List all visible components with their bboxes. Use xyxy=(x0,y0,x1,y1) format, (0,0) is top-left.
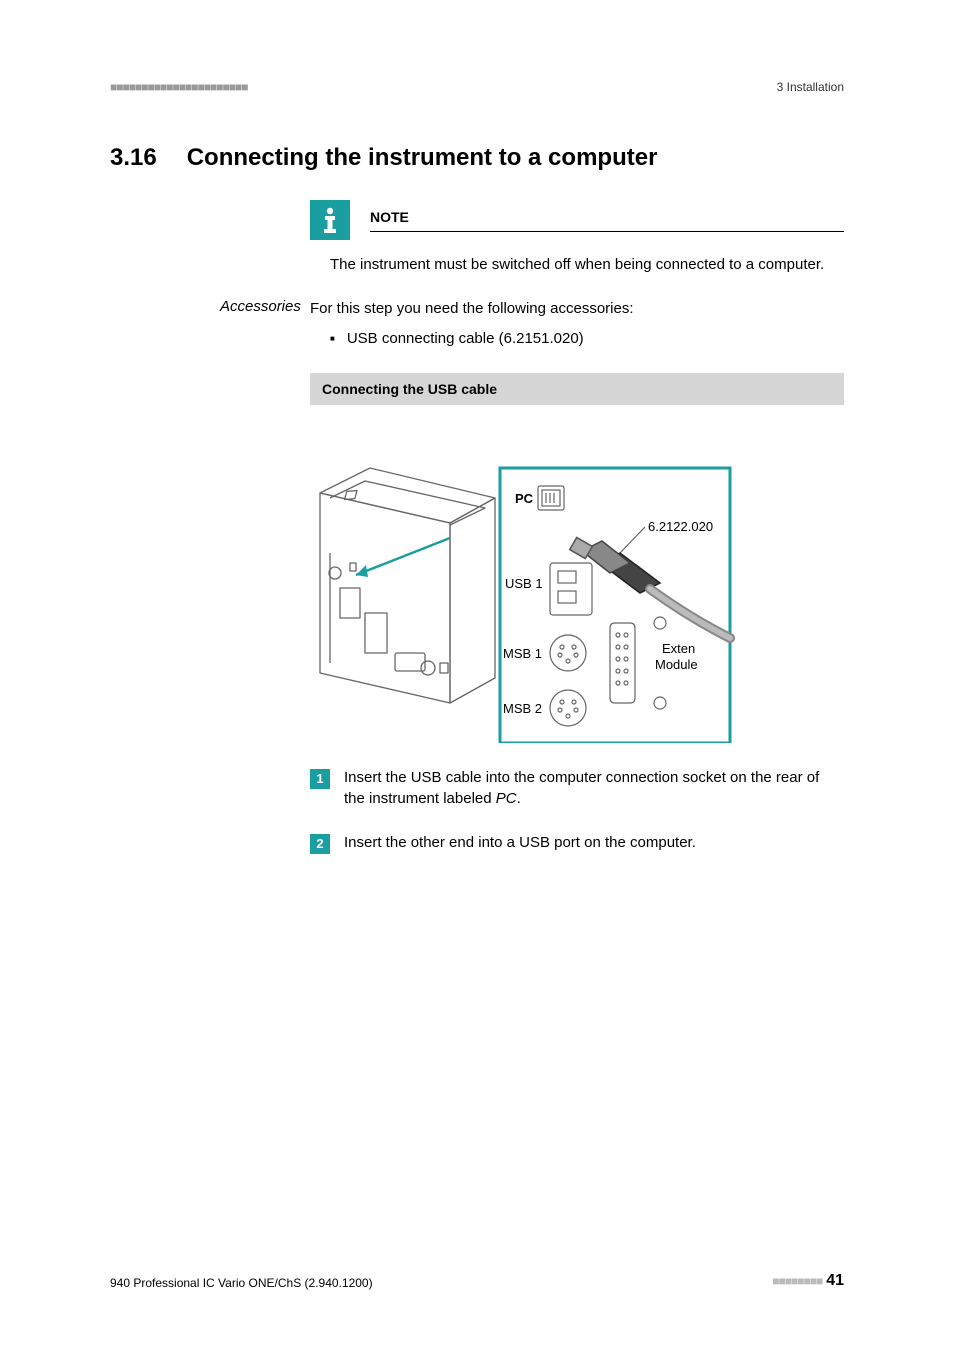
page: ■■■■■■■■■■■■■■■■■■■■■■ 3 Installation 3.… xyxy=(0,0,954,1350)
step-text: Insert the USB cable into the computer c… xyxy=(344,767,844,811)
section-number: 3.16 xyxy=(110,144,157,172)
fig-label-msb2: MSB 2 xyxy=(503,701,542,716)
step-number: 2 xyxy=(310,834,330,854)
accessories-row: Accessories For this step you need the f… xyxy=(110,298,844,854)
footer-left: 940 Professional IC Vario ONE/ChS (2.940… xyxy=(110,1276,373,1290)
accessories-sidebar-label: Accessories xyxy=(220,298,301,315)
procedure-title: Connecting the USB cable xyxy=(310,373,844,405)
section-heading: 3.16 Connecting the instrument to a compu… xyxy=(110,144,844,172)
fig-label-msb1: MSB 1 xyxy=(503,646,542,661)
note-head: NOTE xyxy=(310,200,844,240)
step: 2 Insert the other end into a USB port o… xyxy=(310,832,844,854)
step-text-b: . xyxy=(517,790,521,807)
info-icon xyxy=(310,200,350,240)
note-body: The instrument must be switched off when… xyxy=(330,254,844,276)
fig-label-partnum: 6.2122.020 xyxy=(648,519,713,534)
fig-label-exten: Exten xyxy=(662,641,695,656)
section-title: Connecting the instrument to a computer xyxy=(187,144,658,171)
accessories-item: USB connecting cable (6.2151.020) xyxy=(330,330,844,347)
step: 1 Insert the USB cable into the computer… xyxy=(310,767,844,811)
content-column: NOTE The instrument must be switched off… xyxy=(310,200,844,276)
connection-figure: PC 6.2122.020 USB 1 MSB 1 xyxy=(310,423,740,743)
fig-label-usb1: USB 1 xyxy=(505,576,543,591)
page-header: ■■■■■■■■■■■■■■■■■■■■■■ 3 Installation xyxy=(110,80,844,94)
page-footer: 940 Professional IC Vario ONE/ChS (2.940… xyxy=(110,1272,844,1290)
step-number: 1 xyxy=(310,769,330,789)
step-text: Insert the other end into a USB port on … xyxy=(344,832,696,854)
footer-dashes: ■■■■■■■■ xyxy=(772,1274,822,1288)
header-dashes: ■■■■■■■■■■■■■■■■■■■■■■ xyxy=(110,80,247,94)
note-title: NOTE xyxy=(370,209,844,232)
step-text-a: Insert the other end into a USB port on … xyxy=(344,834,696,851)
accessories-list: USB connecting cable (6.2151.020) xyxy=(330,330,844,347)
accessories-intro: For this step you need the following acc… xyxy=(310,298,844,320)
step-text-a: Insert the USB cable into the computer c… xyxy=(344,769,819,808)
step-text-em: PC xyxy=(496,790,517,807)
fig-label-module: Module xyxy=(655,657,698,672)
footer-right: ■■■■■■■■ 41 xyxy=(772,1272,844,1290)
steps-list: 1 Insert the USB cable into the computer… xyxy=(310,767,844,855)
header-chapter: 3 Installation xyxy=(777,80,844,94)
page-number: 41 xyxy=(826,1272,844,1289)
fig-label-pc: PC xyxy=(515,491,534,506)
note-box: NOTE The instrument must be switched off… xyxy=(310,200,844,276)
